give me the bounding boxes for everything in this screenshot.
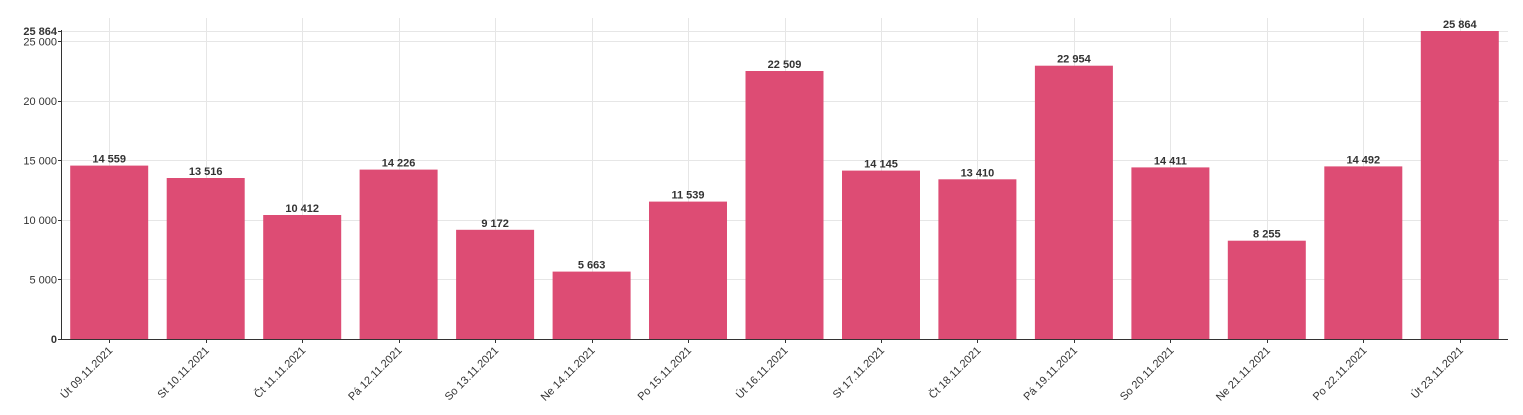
bar-value-label: 10 412 — [285, 203, 319, 215]
x-tick-label: St 17.11.2021 — [831, 345, 887, 401]
x-tick-label: So 20.11.2021 — [1118, 345, 1177, 404]
bar-value-label: 13 410 — [961, 167, 995, 179]
y-tick-label: 25 000 — [23, 36, 57, 48]
x-tick-label: Ne 21.11.2021 — [1214, 345, 1273, 404]
bar — [359, 169, 438, 339]
bar-value-label: 14 559 — [92, 154, 126, 166]
x-tick-label: St 10.11.2021 — [155, 345, 211, 401]
bar-value-label: 22 509 — [768, 59, 802, 71]
y-tick-label: 5 000 — [29, 275, 57, 287]
bar — [456, 229, 535, 339]
x-tick-label: Po 15.11.2021 — [636, 345, 695, 404]
bar — [649, 201, 727, 339]
x-tick-label: Pá 19.11.2021 — [1022, 345, 1081, 404]
y-tick-label: 10 000 — [23, 215, 57, 227]
y-tick-label: 25 864 — [23, 26, 58, 38]
x-tick-label: Út 23.11.2021 — [1408, 344, 1465, 401]
bar — [166, 178, 245, 339]
bar-value-label: 13 516 — [189, 166, 223, 178]
bar — [1227, 240, 1306, 339]
bar — [938, 179, 1017, 339]
bar — [70, 165, 149, 339]
x-tick-label: Pá 12.11.2021 — [346, 345, 405, 404]
bars-layer — [70, 31, 1499, 339]
x-tick-label: Po 22.11.2021 — [1311, 345, 1370, 404]
y-tick-label: 0 — [51, 334, 57, 346]
x-tick-label: Ne 14.11.2021 — [539, 345, 598, 404]
x-tick-label: Út 09.11.2021 — [58, 344, 115, 401]
bar-value-label: 9 172 — [481, 218, 509, 230]
bar-value-label: 14 411 — [1154, 155, 1187, 167]
x-tick-label: Čt 11.11.2021 — [251, 344, 308, 401]
bar-value-label: 5 663 — [578, 260, 606, 272]
bar-value-label: 22 954 — [1057, 54, 1092, 66]
bar — [1034, 65, 1113, 339]
bar — [1420, 31, 1499, 339]
x-tick-label: Čt 18.11.2021 — [926, 344, 983, 401]
x-tick-label: Út 16.11.2021 — [733, 344, 790, 401]
bar — [263, 215, 342, 339]
axis-layer — [58, 30, 1508, 343]
bar — [745, 71, 824, 339]
y-tick-label: 15 000 — [23, 155, 57, 167]
bar-value-label: 14 145 — [864, 159, 898, 171]
bar — [552, 271, 631, 339]
bar-value-label: 14 226 — [382, 158, 416, 170]
y-tick-label: 20 000 — [23, 96, 57, 108]
x-tick-label: So 13.11.2021 — [443, 345, 502, 404]
bar-value-label: 14 492 — [1346, 154, 1380, 166]
bar-value-label: 25 864 — [1443, 19, 1478, 31]
bar — [1324, 166, 1403, 339]
bar — [1131, 167, 1210, 339]
bar-value-label: 8 255 — [1253, 229, 1281, 241]
bar — [842, 170, 920, 339]
bar-value-label: 11 539 — [671, 190, 704, 202]
